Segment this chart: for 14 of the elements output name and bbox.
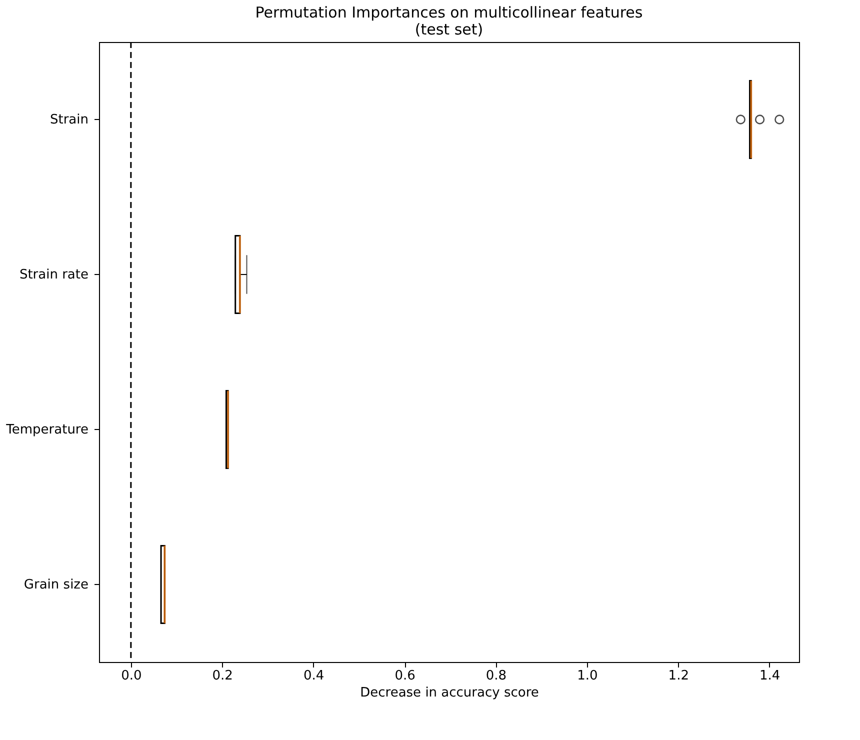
x-tick-label: 1.0 <box>577 668 598 684</box>
y-tick-label: Temperature <box>5 422 88 438</box>
chart-title: Permutation Importances on multicollinear features (test set) <box>255 3 643 38</box>
x-tick-label: 1.2 <box>668 668 689 684</box>
y-tick-label: Strain rate <box>19 268 88 282</box>
x-tick-label: 0.4 <box>303 668 324 684</box>
y-tick-label: Strain <box>50 112 88 128</box>
x-tick-label: 0.8 <box>486 668 507 684</box>
y-tick-label: Grain size <box>24 578 88 592</box>
x-axis-title: Decrease in accuracy score <box>360 686 539 700</box>
x-tick-label: 0.2 <box>212 668 233 684</box>
x-tick-label: 1.4 <box>760 668 780 684</box>
x-tick-label: 0.6 <box>394 668 416 684</box>
x-tick-label: 0.0 <box>121 668 142 684</box>
